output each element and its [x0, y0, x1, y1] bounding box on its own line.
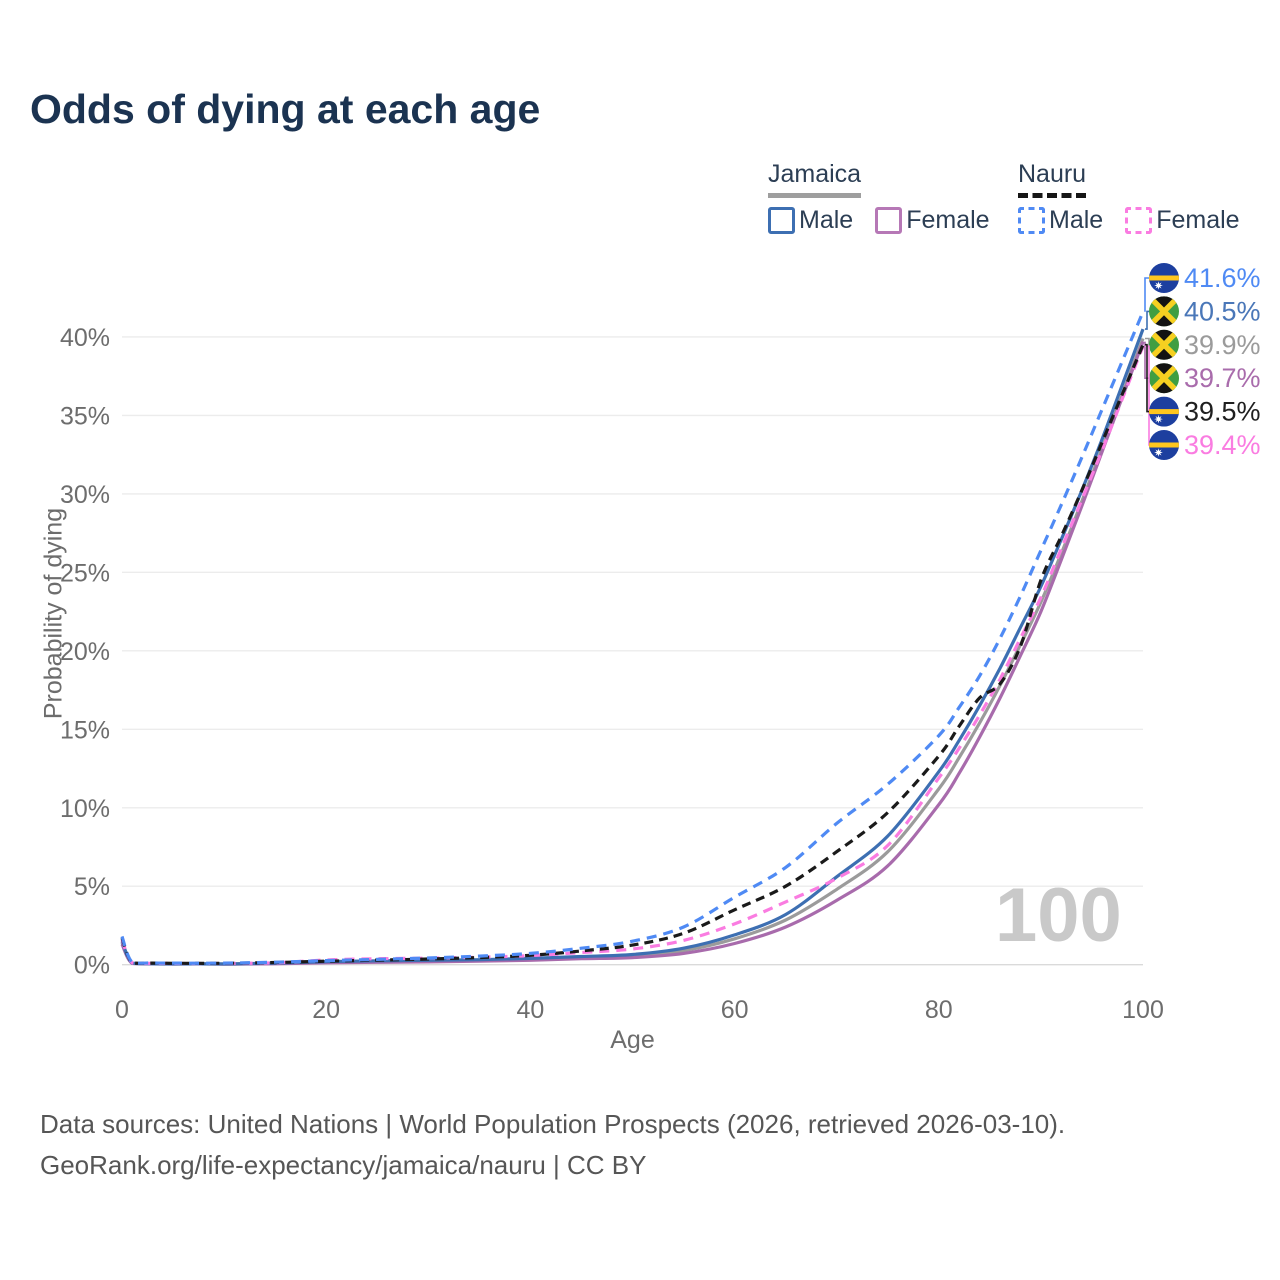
x-tick-label-40: 40	[516, 996, 544, 1024]
flag-stripe	[1149, 442, 1179, 448]
x-axis-title: Age	[610, 1026, 655, 1054]
legend-label-jamaica-female: Female	[906, 206, 990, 234]
flag-triangle-top	[1149, 296, 1179, 312]
y-tick-label-0: 0%	[74, 952, 110, 980]
flag-triangle-bottom	[1149, 344, 1179, 360]
x-tick-label-0: 0	[115, 996, 129, 1024]
legend-label-jamaica-male: Male	[799, 206, 854, 234]
source-footer: Data sources: United Nations | World Pop…	[40, 1104, 1065, 1186]
legend-label-nauru-male: Male	[1049, 206, 1104, 234]
source-line-2: GeoRank.org/life-expectancy/jamaica/naur…	[40, 1150, 647, 1180]
flag-triangle-bottom	[1149, 311, 1179, 327]
series-line-nauru_male	[120, 311, 1145, 965]
end-label-nauru_female: 39.4%	[1184, 430, 1261, 460]
flag-triangle-top	[1149, 363, 1179, 379]
x-tick-label-20: 20	[312, 996, 340, 1024]
flag-stripe	[1149, 409, 1179, 415]
nauru-female-swatch-icon	[1125, 207, 1153, 234]
nauru-male-swatch-icon	[1018, 207, 1045, 234]
y-axis-title: Probability of dying	[39, 507, 68, 720]
flag-stripe	[1149, 275, 1179, 281]
end-label-jamaica_total: 39.9%	[1184, 330, 1261, 360]
x-tick-label-80: 80	[925, 996, 953, 1024]
y-tick-label-20: 20%	[60, 638, 110, 666]
legend-row-nauru: Male Female	[1018, 206, 1240, 235]
legend-group-jamaica: Jamaica Male Female	[768, 160, 990, 235]
series-line-jamaica_male	[120, 328, 1145, 966]
y-tick-label-10: 10%	[60, 795, 110, 823]
source-line-1: Data sources: United Nations | World Pop…	[40, 1109, 1066, 1139]
flag-triangle-top	[1149, 329, 1179, 345]
x-tick-label-100: 100	[1122, 996, 1164, 1024]
jamaica-flag-icon-jamaica_male	[1149, 296, 1179, 327]
series-line-jamaica_female	[120, 341, 1145, 966]
end-label-nauru_male: 41.6%	[1184, 263, 1261, 293]
leader-line-nauru_total	[1145, 343, 1150, 413]
leader-line-nauru_male	[1144, 277, 1150, 312]
chart-title: Odds of dying at each age	[30, 86, 541, 132]
legend-label-nauru-female: Female	[1156, 206, 1240, 234]
age-watermark: 100	[995, 873, 1122, 958]
flag-star	[1154, 281, 1163, 290]
y-tick-label-5: 5%	[74, 873, 110, 901]
jamaica-male-swatch-icon	[768, 207, 795, 234]
y-tick-label-35: 35%	[60, 402, 110, 430]
end-label-nauru_total: 39.5%	[1184, 397, 1261, 427]
flag-triangle-bottom	[1149, 378, 1179, 394]
legend-row-jamaica: Male Female	[768, 206, 990, 235]
jamaica-flag-icon-jamaica_total	[1149, 329, 1179, 360]
series-line-nauru_total	[120, 344, 1145, 965]
flag-star	[1154, 414, 1163, 424]
nauru-flag-icon-nauru_total	[1149, 396, 1179, 427]
legend-group-nauru: Nauru Male Female	[1018, 160, 1240, 235]
nauru-flag-icon-nauru_male	[1149, 263, 1179, 293]
y-tick-label-40: 40%	[60, 324, 110, 352]
end-label-jamaica_female: 39.7%	[1184, 363, 1261, 393]
legend-country-jamaica: Jamaica	[768, 160, 862, 198]
series-line-nauru_female	[120, 345, 1145, 966]
nauru-flag-icon-nauru_female	[1149, 430, 1179, 460]
y-tick-label-30: 30%	[60, 481, 110, 509]
legend-country-nauru: Nauru	[1018, 160, 1087, 198]
end-label-jamaica_male: 40.5%	[1184, 296, 1261, 326]
jamaica-female-swatch-icon	[875, 207, 903, 234]
legend-item-jamaica-female[interactable]: Female	[875, 206, 990, 235]
flag-star	[1154, 448, 1163, 457]
x-tick-label-60: 60	[721, 996, 749, 1024]
leader-line-jamaica_male	[1145, 310, 1150, 330]
jamaica-flag-icon-jamaica_female	[1149, 363, 1179, 394]
y-tick-label-15: 15%	[60, 716, 110, 744]
y-tick-label-25: 25%	[60, 559, 110, 587]
legend-item-nauru-female[interactable]: Female	[1125, 206, 1240, 235]
legend-item-nauru-male[interactable]: Male	[1018, 206, 1103, 235]
legend-item-jamaica-male[interactable]: Male	[768, 206, 853, 235]
